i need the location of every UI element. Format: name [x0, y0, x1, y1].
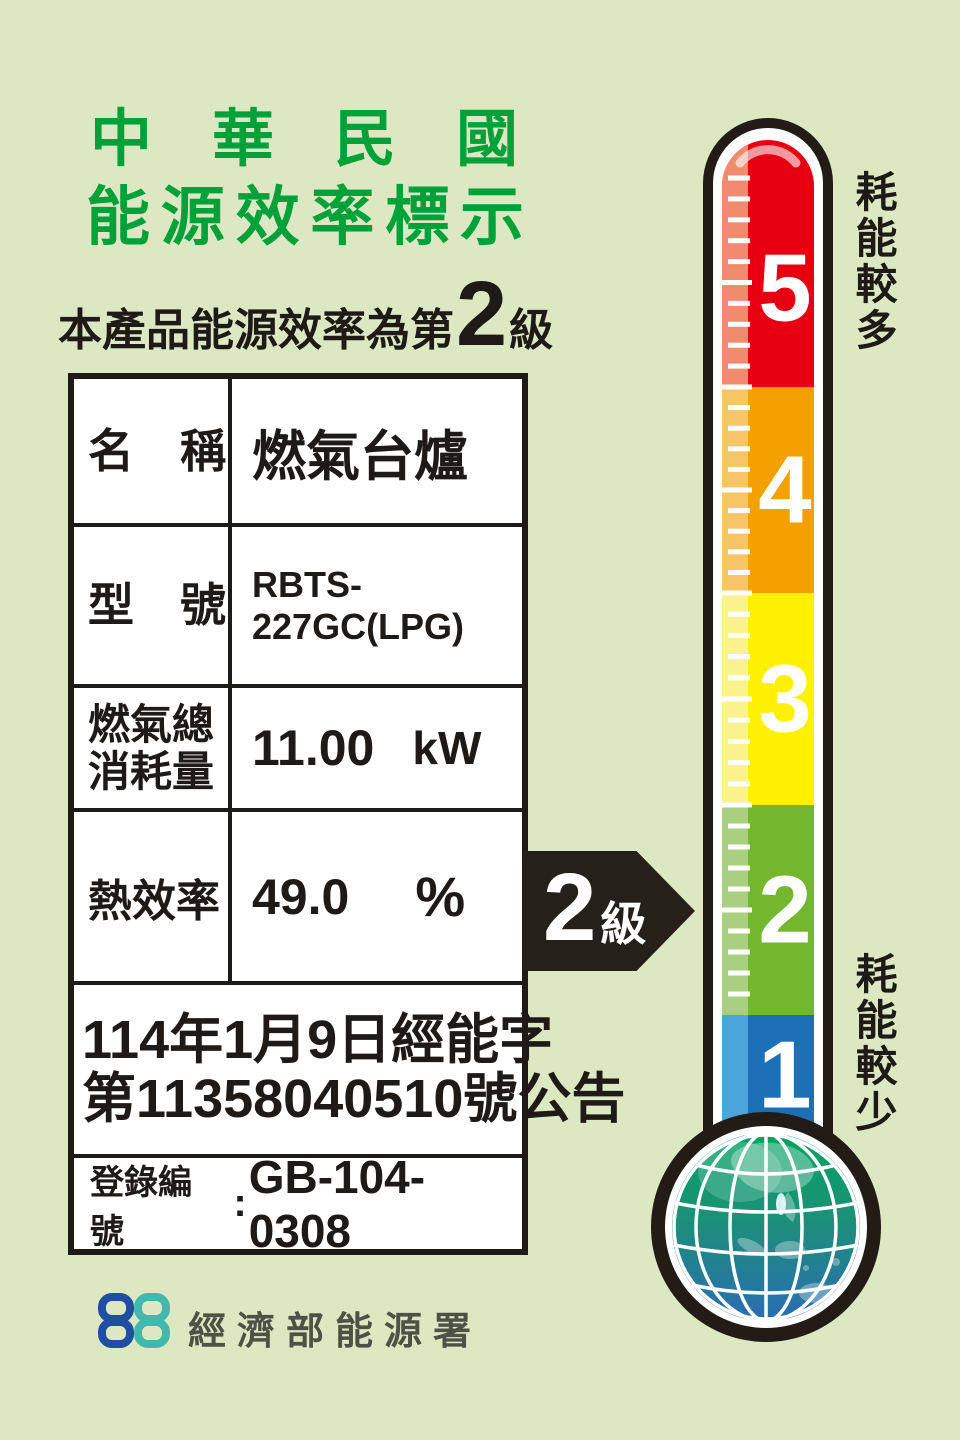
- registration-separator: :: [233, 1181, 247, 1225]
- svg-text:2: 2: [758, 857, 811, 964]
- label-title-line2: 能源效率標示: [86, 181, 524, 253]
- agency-name: 經濟部能源署: [188, 1311, 483, 1353]
- row-efficiency-label: 熱效率: [74, 812, 232, 981]
- announcement-line2: 第11358040510號公告: [82, 1068, 626, 1129]
- row-model-label: 型 號: [74, 527, 232, 684]
- table-row-announcement: 114年1月9日經能字 第11358040510號公告: [74, 985, 626, 1158]
- row-gas-value: 11.00 kW: [232, 688, 522, 808]
- announcement-line1: 114年1月9日經能字: [82, 1010, 554, 1071]
- high-consumption-label: 耗能較多: [850, 170, 897, 354]
- table-row-model: 型 號 RBTS-227GC(LPG): [74, 527, 522, 688]
- efficiency-grade-statement: 本產品能源效率為第 2 級: [58, 268, 553, 360]
- svg-text:5: 5: [758, 235, 811, 342]
- svg-text:1: 1: [758, 1022, 811, 1129]
- registration-value: GB-104-0308: [248, 1150, 426, 1257]
- row-name-label: 名 稱: [74, 379, 232, 523]
- grade-arrow-number: 2: [543, 854, 597, 961]
- label-title-line1: 中華民國: [90, 105, 518, 174]
- spec-table: 名 稱 燃氣台爐 型 號 RBTS-227GC(LPG) 燃氣總 消耗量 11.…: [68, 373, 626, 1257]
- table-row-registration: 登錄編號 : GB-104-0308: [74, 1151, 522, 1257]
- svg-text:4: 4: [758, 437, 811, 544]
- gas-consumption-value: 11.00: [252, 720, 375, 776]
- grade-statement-number: 2: [456, 263, 508, 365]
- row-gas-label: 燃氣總 消耗量: [74, 688, 232, 808]
- svg-text:3: 3: [758, 646, 811, 753]
- gas-consumption-unit: kW: [412, 722, 482, 774]
- row-name-value: 燃氣台爐: [252, 426, 468, 487]
- row-model-value: RBTS-227GC(LPG): [252, 563, 465, 647]
- table-row-thermal-efficiency: 熱效率 49.0 %: [74, 812, 522, 985]
- grade-arrow-suffix: 級: [600, 898, 647, 950]
- grade-statement-suffix: 級: [509, 306, 554, 355]
- efficiency-unit: %: [415, 865, 466, 928]
- table-row-gas-consumption: 燃氣總 消耗量 11.00 kW: [74, 688, 522, 812]
- table-row-name: 名 稱 燃氣台爐: [74, 379, 522, 527]
- thermometer-graphic: 5 4 3 2 1: [651, 118, 881, 1342]
- low-consumption-label: 耗能較少: [850, 952, 897, 1136]
- efficiency-value: 49.0: [252, 868, 350, 925]
- registration-label: 登錄編號: [90, 1163, 192, 1251]
- grade-statement-prefix: 本產品能源效率為第: [58, 306, 454, 355]
- energy-administration-logo-icon: [98, 1293, 170, 1348]
- row-efficiency-value: 49.0 %: [232, 812, 522, 981]
